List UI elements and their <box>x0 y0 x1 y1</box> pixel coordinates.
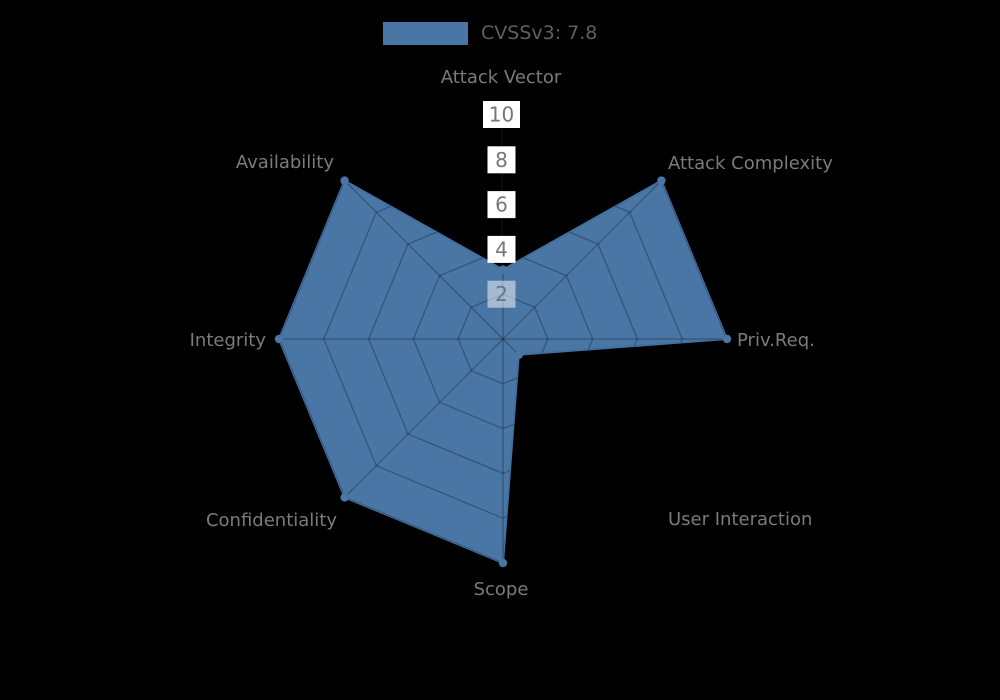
tick-box-4 <box>487 235 516 263</box>
grid-ring-6 <box>367 203 639 475</box>
axis-label-user-interaction: User Interaction <box>668 509 812 530</box>
axis-label-scope: Scope <box>474 579 529 600</box>
grid-ring-2 <box>457 293 549 385</box>
axis-label-attack-complexity: Attack Complexity <box>668 153 833 174</box>
grid-web-layer <box>279 180 727 563</box>
tick-label-4: 4 <box>495 237 508 261</box>
tick-box-10 <box>483 101 520 128</box>
grid-spoke <box>502 338 662 498</box>
vertex-marker <box>274 334 284 344</box>
legend-swatch <box>383 21 468 45</box>
axis-label-availability: Availability <box>236 152 334 173</box>
vertex-marker <box>498 265 508 274</box>
grid-ring-4 <box>412 248 594 430</box>
vertex-marker <box>498 558 508 568</box>
tick-label-2: 2 <box>495 282 508 306</box>
tick-label-6: 6 <box>495 193 508 217</box>
category-labels: Attack Vector Attack Complexity Priv.Req… <box>190 67 834 600</box>
grid-ring-10 <box>279 180 727 563</box>
axis-label-integrity: Integrity <box>190 330 267 351</box>
tick-label-8: 8 <box>495 148 508 172</box>
grid-spoke <box>502 180 662 340</box>
vertex-marker <box>657 176 666 185</box>
axis-label-confidentiality: Confidentiality <box>206 510 337 531</box>
axis-label-attack-vector: Attack Vector <box>441 67 562 88</box>
tick-box-6 <box>487 191 516 219</box>
vertex-marker-layer <box>274 176 732 568</box>
vertex-marker <box>340 493 349 502</box>
tick-label-10: 10 <box>489 103 514 127</box>
vertex-marker <box>722 334 732 344</box>
vertex-marker <box>514 350 524 360</box>
tick-box-2 <box>487 280 516 308</box>
vertex-marker <box>340 176 349 185</box>
grid-web <box>279 180 727 563</box>
grid-ring-8 <box>323 180 683 519</box>
legend-label: CVSSv3: 7.8 <box>481 22 598 44</box>
grid-spoke <box>344 180 504 340</box>
grid-spoke <box>344 338 504 498</box>
radial-tick-labels: 10 8 6 4 2 <box>483 101 520 308</box>
axis-label-priv-req: Priv.Req. <box>737 330 815 351</box>
legend: CVSSv3: 7.8 <box>383 21 597 45</box>
tick-box-8 <box>487 146 516 174</box>
